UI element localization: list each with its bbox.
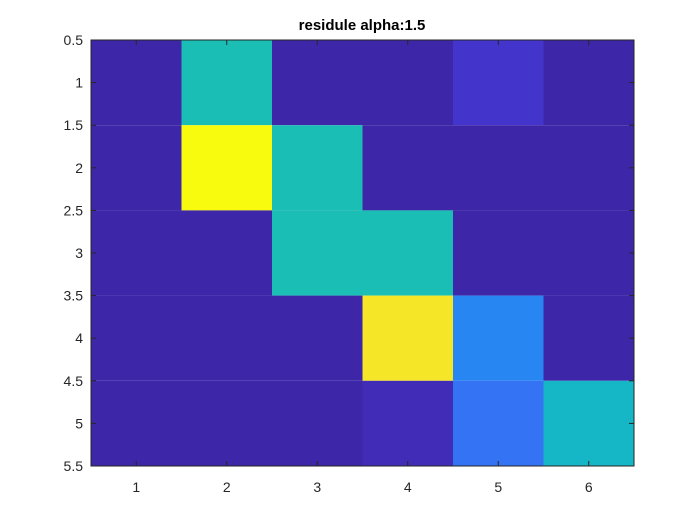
y-axis: 0.5 1 1.5 2 2.5 3 3.5 4 4.5 5 5.5 [64,32,634,474]
heatmap-cell-r5-c3 [272,380,363,466]
y-tick-label-2: 2 [75,160,83,176]
heatmap-cell-r5-c5 [453,380,544,466]
heatmap-cell-r3-c1 [91,210,182,296]
heatmap-cell-r1-c2 [181,40,272,126]
heatmap-cell-r2-c3 [272,125,363,211]
x-axis: 1 2 3 4 5 6 [132,40,593,495]
heatmap-cell-r3-c4 [362,210,453,296]
x-tick-label-3: 3 [313,479,321,495]
y-tick-label-2.5: 2.5 [64,202,84,218]
y-tick-label-3.5: 3.5 [64,288,84,304]
heatmap-cell-r4-c5 [453,295,544,381]
heatmap-cell-r5-c1 [91,380,182,466]
heatmap-cell-r2-c2 [181,125,272,211]
heatmap-cell-r5-c6 [543,380,634,466]
heatmap-cell-r4-c3 [272,295,363,381]
heatmap-cell-r3-c5 [453,210,544,296]
heatmap-cell-r1-c4 [362,40,453,126]
heatmap-cell-r4-c6 [543,295,634,381]
heatmap-cell-r5-c4 [362,380,453,466]
heatmap-cell-r1-c6 [543,40,634,126]
heatmap-cell-r5-c2 [181,380,272,466]
heatmap-cell-r1-c1 [91,40,182,126]
y-tick-label-3: 3 [75,245,83,261]
y-tick-label-5: 5 [75,415,83,431]
heatmap-cell-r2-c4 [362,125,453,211]
heatmap-cell-r4-c1 [91,295,182,381]
x-tick-label-6: 6 [585,479,593,495]
heatmap-cell-r3-c3 [272,210,363,296]
heatmap-cell-r3-c2 [181,210,272,296]
heatmap-cell-r4-c2 [181,295,272,381]
heatmap-cell-r1-c5 [453,40,544,126]
y-tick-label-0.5: 0.5 [64,32,84,48]
heatmap-cells [91,40,634,466]
chart-title: residule alpha:1.5 [299,17,426,34]
x-tick-label-4: 4 [404,479,412,495]
heatmap-cell-r2-c5 [453,125,544,211]
y-tick-label-5.5: 5.5 [64,458,84,474]
x-tick-label-5: 5 [494,479,502,495]
y-tick-label-4.5: 4.5 [64,373,84,389]
axes-box [90,39,635,467]
heatmap-cell-r2-c1 [91,125,182,211]
heatmap-cell-r3-c6 [543,210,634,296]
y-tick-label-1.5: 1.5 [64,117,84,133]
x-tick-label-2: 2 [223,479,231,495]
x-tick-label-1: 1 [132,479,140,495]
y-tick-label-4: 4 [75,330,83,346]
y-tick-label-1: 1 [75,75,83,91]
heatmap-cell-r1-c3 [272,40,363,126]
heatmap-cell-r2-c6 [543,125,634,211]
heatmap-cell-r4-c4 [362,295,453,381]
